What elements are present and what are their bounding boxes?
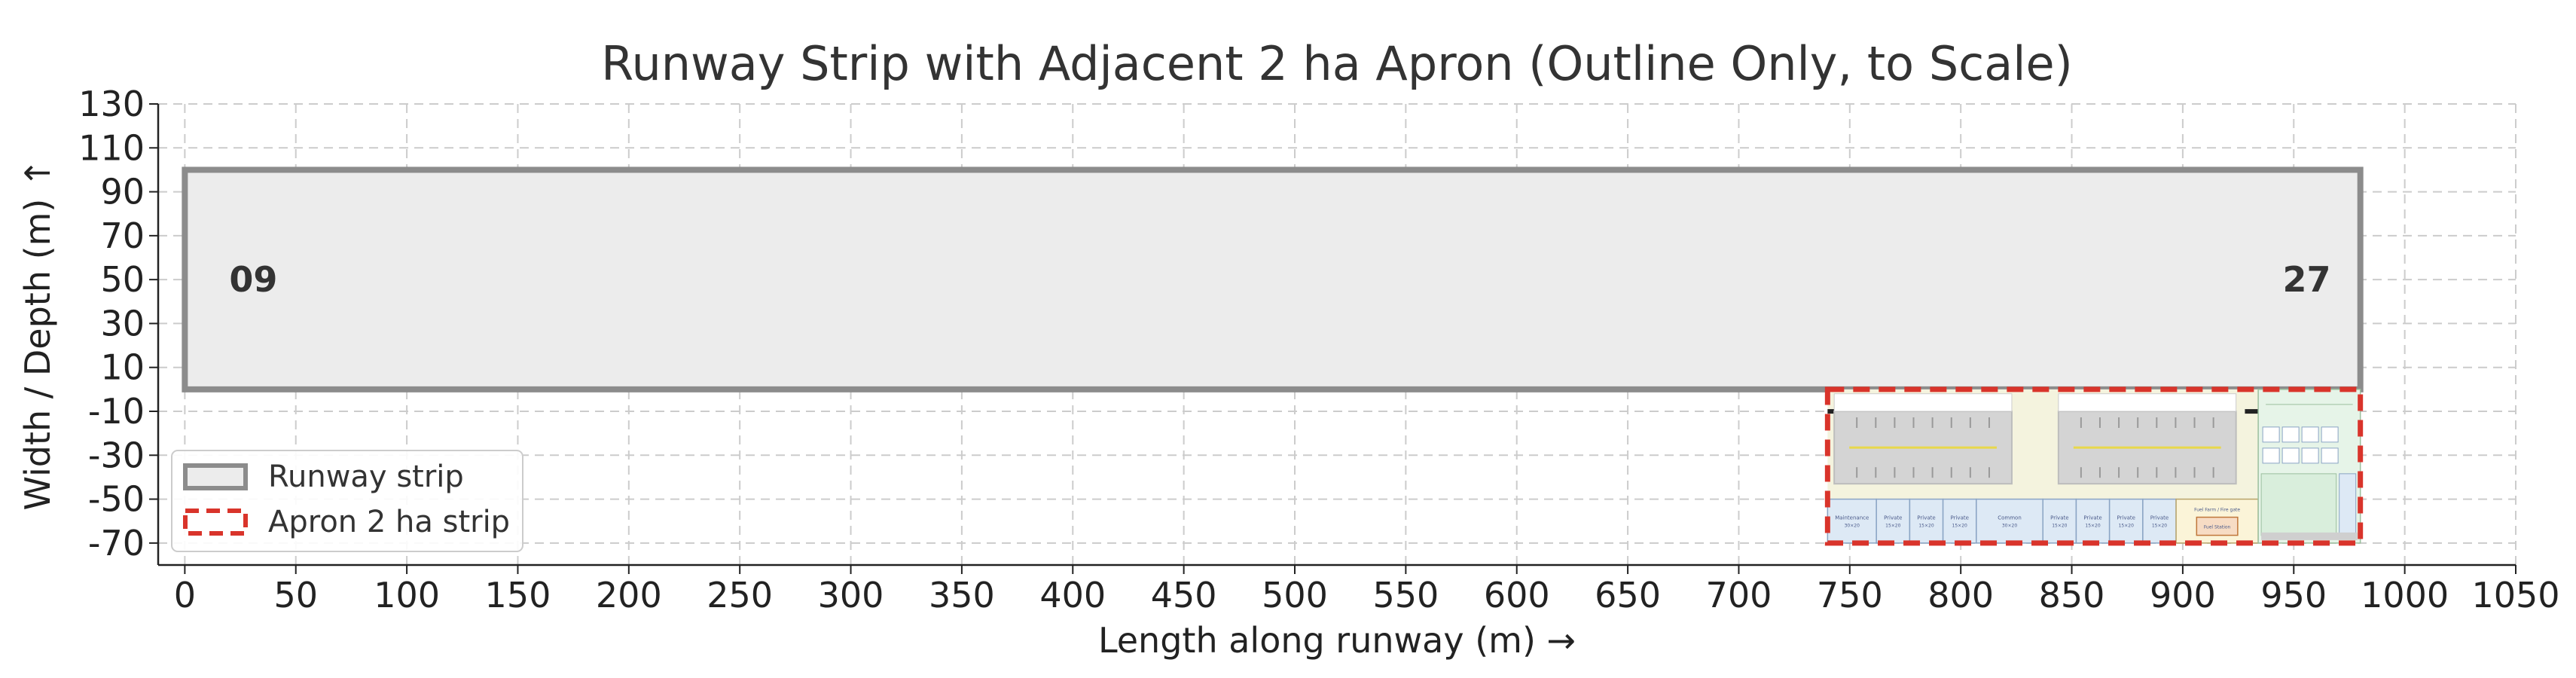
x-tick-label: 450: [1151, 575, 1217, 615]
parking-bay: [2301, 447, 2319, 464]
hangar-size: 30×20: [2002, 524, 2017, 529]
y-tick-label: 30: [100, 303, 145, 344]
hangar-label: Private: [2150, 515, 2169, 521]
y-tick-label: -10: [88, 391, 145, 432]
x-tick-label: 500: [1262, 575, 1328, 615]
x-tick-label: 400: [1039, 575, 1106, 615]
x-tick-label: 650: [1595, 575, 1661, 615]
y-tick-label: -30: [88, 435, 145, 475]
x-tick-label: 900: [2150, 575, 2216, 615]
hangar-label: Private: [1951, 515, 1969, 521]
x-tick-label: 150: [485, 575, 551, 615]
hangar-size: 15×20: [1885, 524, 1900, 529]
hangar: [2108, 498, 2144, 544]
stand-apron-edge: [2058, 393, 2237, 412]
legend-box: [171, 450, 523, 552]
parking-bay: [2281, 426, 2300, 443]
x-tick-label: 200: [596, 575, 662, 615]
y-tick-label: 10: [100, 347, 145, 388]
x-tick-label: 700: [1706, 575, 1772, 615]
y-axis-label: Width / Depth (m) ↑: [17, 159, 58, 511]
parking-bay: [2321, 426, 2339, 443]
x-tick-label: 750: [1817, 575, 1883, 615]
parking-bay: [2281, 447, 2300, 464]
hangar-label: Private: [2050, 515, 2068, 521]
hangar-size: 15×20: [1918, 524, 1934, 529]
x-tick-label: 350: [929, 575, 995, 615]
y-tick-label: 130: [78, 84, 145, 124]
legend: Runway strip Apron 2 ha strip: [171, 450, 523, 552]
hangar-size: 30×20: [1845, 524, 1860, 529]
y-tick-label: 110: [78, 127, 145, 168]
x-tick-label: 550: [1372, 575, 1439, 615]
hangar: [2142, 498, 2177, 544]
parking-bay: [2262, 447, 2280, 464]
y-tick-label: -70: [88, 523, 145, 563]
x-tick-label: 0: [174, 575, 196, 615]
runway-end-label-09: 09: [229, 259, 277, 300]
terminal-road: [2261, 532, 2358, 540]
runway-strip: [182, 166, 2364, 392]
hangar: [2042, 498, 2077, 544]
x-tick-label: 300: [818, 575, 884, 615]
hangar-size: 15×20: [2052, 524, 2067, 529]
hangar-label: Maintenance: [1835, 515, 1869, 521]
parking-bay: [2321, 447, 2339, 464]
axes: [157, 104, 2516, 567]
stand-apron-edge: [1833, 393, 2013, 412]
x-tick-label: 850: [2039, 575, 2105, 615]
y-tick-label: -50: [88, 479, 145, 520]
apron-strip-outline: [1824, 386, 2364, 546]
hangar-label: Private: [1884, 515, 1902, 521]
x-axis-label: Length along runway (m) →: [1098, 620, 1576, 661]
x-tick-label: 1000: [2361, 575, 2449, 615]
x-tick-label: 600: [1484, 575, 1550, 615]
x-tick-label: 800: [1927, 575, 1994, 615]
x-tick-label: 1050: [2471, 575, 2559, 615]
fuel-station-label: Fuel Station: [2204, 525, 2231, 530]
parking-bay: [2262, 426, 2280, 443]
hangar: [1976, 498, 2043, 544]
hangar-label: Common: [1998, 515, 2022, 521]
plot-area: Maintenance 30×20 Private 15×20 Private 15×20…: [182, 166, 2364, 546]
y-tick-label: 90: [100, 172, 145, 212]
hangar-size: 15×20: [2152, 524, 2167, 529]
apron-layout: Maintenance 30×20 Private 15×20 Private 15×20…: [1827, 389, 2361, 544]
hangar-label: Private: [2117, 515, 2135, 521]
y-tick-label: 70: [100, 215, 145, 256]
chart-title: Runway Strip with Adjacent 2 ha Apron (O…: [601, 36, 2073, 91]
fuel-farm-label: Fuel Farm / Fire gate: [2194, 508, 2240, 513]
hangar-size: 15×20: [1952, 524, 1967, 529]
x-tick-label: 50: [273, 575, 318, 615]
x-tick-label: 100: [374, 575, 440, 615]
parking-bay: [2301, 426, 2319, 443]
runway-end-label-27: 27: [2283, 259, 2331, 300]
legend-swatch-runway: [183, 463, 248, 490]
legend-swatch-apron: [183, 508, 248, 536]
legend-label-apron: Apron 2 ha strip: [268, 505, 510, 539]
hangar-label: Private: [1917, 515, 1935, 521]
hangar: [1827, 498, 1877, 544]
terminal-building: [2260, 473, 2337, 536]
legend-label-runway: Runway strip: [268, 460, 464, 494]
x-tick-label: 250: [707, 575, 773, 615]
ticks: 0 50 100 150 200 250 300 350 400 450 500 550 600 650 7…: [78, 84, 2559, 615]
y-tick-label: 50: [100, 259, 145, 300]
fuel-station: [2196, 516, 2239, 536]
x-tick-label: 950: [2260, 575, 2327, 615]
hangar-label: Private: [2083, 515, 2101, 521]
hangar-size: 15×20: [2119, 524, 2134, 529]
terminal-annex: [2339, 473, 2357, 536]
hangar-size: 15×20: [2085, 524, 2100, 529]
